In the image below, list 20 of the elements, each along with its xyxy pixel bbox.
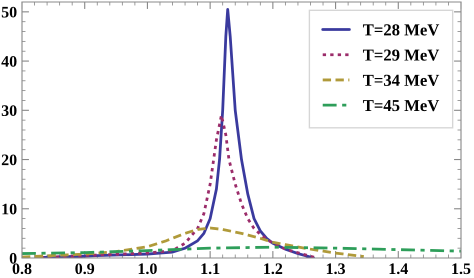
x-tick-label: 1.4 xyxy=(390,263,408,274)
x-tick-label: 1.3 xyxy=(326,263,346,274)
x-tick-label: 1.0 xyxy=(138,263,157,274)
x-tick-label: 1.5 xyxy=(452,263,470,274)
legend-label: T=34 MeV xyxy=(362,74,440,86)
y-tick-label: 0 xyxy=(10,252,17,264)
y-tick-label: 10 xyxy=(2,204,17,214)
line-series xyxy=(22,226,366,258)
y-tick-label: 20 xyxy=(2,154,17,166)
legend-label: T=29 MeV xyxy=(362,50,440,61)
legend-label: T=28 MeV xyxy=(362,24,440,36)
y-tick-label: 30 xyxy=(2,105,17,116)
legend-label: T=45 MeV xyxy=(362,100,440,112)
x-tick-label: 0.8 xyxy=(12,263,32,274)
x-tick-label: 1.1 xyxy=(201,263,220,274)
x-tick-label: 1.2 xyxy=(264,263,282,274)
y-tick-label: 50 xyxy=(2,6,17,18)
y-tick-label: 40 xyxy=(1,56,17,67)
line-series xyxy=(22,246,461,255)
x-tick-label: 0.9 xyxy=(75,263,94,274)
